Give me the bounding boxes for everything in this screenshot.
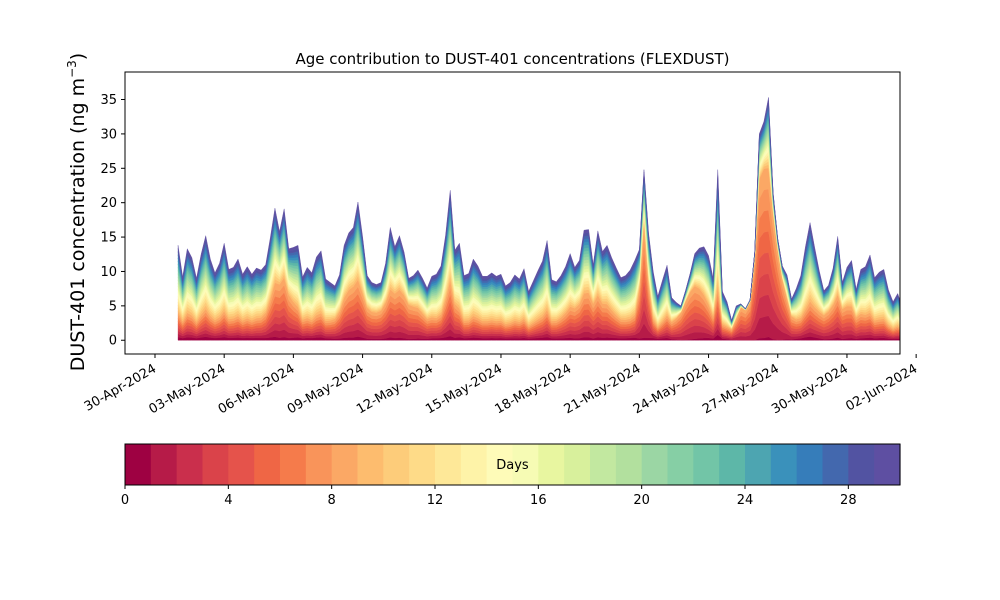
colorbar-block — [125, 444, 152, 485]
colorbar-block — [280, 444, 307, 485]
colorbar-tick-label: 12 — [427, 493, 444, 508]
colorbar-block — [409, 444, 436, 485]
y-tick-label: 20 — [100, 196, 117, 211]
colorbar-block — [667, 444, 694, 485]
colorbar-block — [822, 444, 849, 485]
colorbar-block — [564, 444, 591, 485]
colorbar-block — [874, 444, 901, 485]
colorbar-block — [254, 444, 281, 485]
colorbar-block — [590, 444, 617, 485]
y-axis: 0 5 10 15 20 25 30 35 — [100, 93, 125, 349]
colorbar-label: Days — [496, 458, 529, 473]
colorbar-block — [305, 444, 333, 485]
colorbar: Days 0 4 8 12 16 20 24 28 — [121, 443, 901, 508]
colorbar-block — [615, 444, 643, 485]
colorbar-block — [796, 444, 824, 485]
colorbar-block — [357, 444, 384, 485]
y-tick-label: 0 — [109, 334, 117, 349]
colorbar-tick-label: 16 — [530, 493, 547, 508]
colorbar-block — [745, 444, 772, 485]
colorbar-block — [848, 444, 875, 485]
colorbar-block — [228, 444, 255, 485]
colorbar-blocks — [125, 444, 901, 485]
y-tick-label: 25 — [100, 162, 117, 177]
colorbar-block — [202, 444, 229, 485]
colorbar-frame — [124, 443, 901, 486]
colorbar-block — [176, 444, 204, 485]
y-tick-label: 15 — [100, 231, 117, 246]
colorbar-block — [770, 444, 798, 485]
y-tick-label: 10 — [100, 265, 117, 280]
plot-frame — [124, 71, 901, 355]
colorbar-block — [719, 444, 746, 485]
colorbar-tick-label: 24 — [737, 493, 754, 508]
colorbar-block — [641, 444, 669, 485]
y-tick-label: 30 — [100, 127, 117, 142]
chart-title: Age contribution to DUST-401 concentrati… — [295, 50, 729, 68]
y-tick-label: 35 — [100, 93, 117, 108]
colorbar-block — [538, 444, 565, 485]
colorbar-block — [512, 444, 539, 485]
colorbar-tick-label: 4 — [224, 493, 232, 508]
colorbar-block — [460, 444, 488, 485]
stacked-areas — [177, 97, 900, 341]
colorbar-tick-label: 28 — [840, 493, 857, 508]
colorbar-tick-label: 8 — [328, 493, 336, 508]
colorbar-ticks: 0 4 8 12 16 20 24 28 — [121, 485, 857, 508]
colorbar-tick-label: 20 — [633, 493, 650, 508]
colorbar-block — [435, 444, 462, 485]
colorbar-block — [150, 444, 178, 485]
colorbar-block — [383, 444, 410, 485]
y-tick-label: 5 — [109, 299, 117, 314]
colorbar-block — [331, 444, 359, 485]
y-axis-label: DUST-401 concentration (ng m−3) — [65, 53, 89, 371]
colorbar-block — [486, 444, 514, 485]
colorbar-block — [693, 444, 720, 485]
colorbar-tick-label: 0 — [121, 493, 129, 508]
age-band-29 — [177, 97, 900, 322]
